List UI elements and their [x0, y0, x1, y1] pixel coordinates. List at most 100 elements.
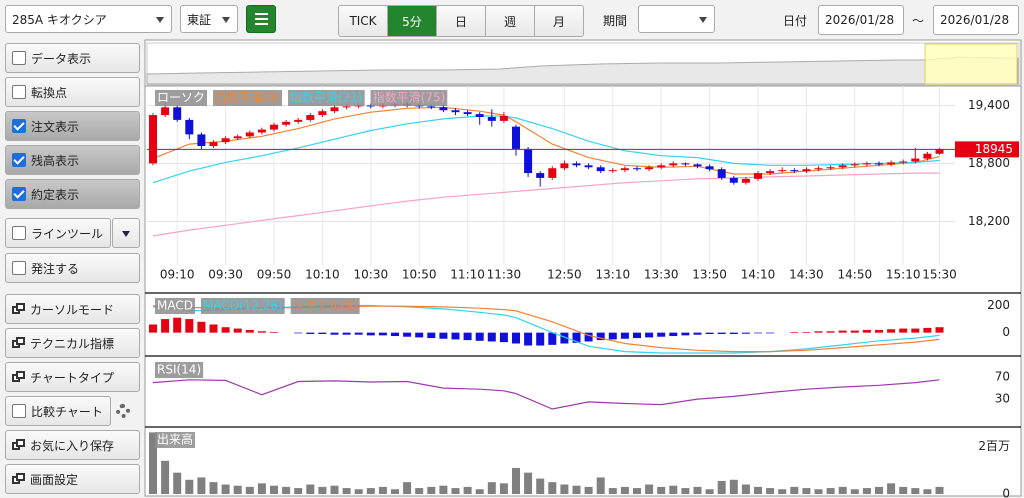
macd-bar	[862, 329, 871, 333]
volume-bar	[512, 467, 520, 494]
candle-body	[850, 164, 859, 166]
checkbox[interactable]	[12, 85, 26, 99]
macd-bar	[681, 332, 690, 336]
candle-body	[512, 126, 520, 149]
last-price-box	[955, 141, 1019, 158]
macd-bar	[391, 332, 399, 337]
volume-bar	[403, 482, 412, 494]
overview-window[interactable]	[924, 43, 1018, 85]
interval-tab[interactable]: 5分	[388, 6, 437, 36]
volume-bar	[366, 488, 375, 494]
sidebar-button[interactable]: 約定表示	[5, 179, 140, 209]
macd-bar	[415, 332, 424, 338]
x-tick-label: 13:10	[596, 268, 631, 282]
candle-body	[499, 116, 508, 121]
candle-body	[862, 163, 871, 165]
volume-bar	[439, 485, 448, 494]
y-tick-label: 2百万	[978, 439, 1010, 453]
checkbox[interactable]	[12, 226, 26, 240]
volume-bar	[814, 489, 823, 494]
sidebar-label: チャートタイプ	[30, 370, 114, 385]
interval-tab[interactable]: 日	[437, 6, 486, 36]
sidebar-label: 画面設定	[30, 472, 79, 487]
volume-bar	[499, 483, 508, 494]
x-tick-label: 14:30	[789, 268, 824, 282]
legend-label: RSI(14)	[157, 363, 201, 377]
sidebar-label: 注文表示	[31, 119, 80, 134]
volume-bar	[766, 488, 775, 494]
candle-body	[778, 170, 787, 172]
interval-tab[interactable]: TICK	[339, 6, 388, 36]
candle-body	[693, 164, 702, 167]
volume-bar	[548, 482, 557, 494]
volume-bar	[342, 488, 351, 494]
date-to[interactable]: 2026/01/28	[933, 5, 1019, 35]
sidebar-label: お気に入り保存	[30, 438, 115, 453]
checkbox[interactable]	[12, 119, 26, 133]
legend-label: 出来高	[157, 432, 193, 447]
list-button[interactable]	[246, 5, 276, 33]
sidebar-button[interactable]: テクニカル指標	[5, 328, 140, 358]
legend-item: 出来高	[155, 432, 196, 448]
date-from[interactable]: 2026/01/28	[818, 5, 904, 35]
macd-bar	[221, 327, 230, 333]
line-tool-dropdown[interactable]	[112, 218, 140, 248]
sidebar-button[interactable]: カーソルモード	[5, 294, 140, 324]
legend-background	[213, 90, 283, 106]
sidebar-button[interactable]: ラインツール	[5, 218, 111, 248]
candle-body	[766, 171, 775, 174]
window-icon	[12, 473, 25, 485]
interval-tab[interactable]: 週	[486, 6, 535, 36]
volume-bar	[378, 486, 387, 494]
date-separator: ～	[912, 14, 925, 28]
interval-tab[interactable]: 月	[535, 6, 583, 36]
sidebar-button[interactable]: 発注する	[5, 253, 140, 283]
sidebar-button[interactable]: 注文表示	[5, 111, 140, 141]
legend-label: 指数平滑(75)	[373, 90, 446, 105]
macd-bar	[911, 328, 920, 333]
checkbox[interactable]	[12, 187, 26, 201]
y-tick-label: 200	[987, 298, 1010, 312]
period-select[interactable]	[638, 5, 715, 33]
y-tick-label: 70	[995, 370, 1010, 384]
sidebar-button[interactable]: チャートタイプ	[5, 362, 140, 392]
sidebar-button[interactable]: 転換点	[5, 77, 140, 107]
macd-bar	[633, 332, 641, 339]
volume-bar	[173, 472, 182, 494]
legend-background	[155, 90, 208, 106]
sidebar-button[interactable]: お気に入り保存	[5, 430, 140, 460]
sidebar-button[interactable]: 画面設定	[5, 464, 140, 494]
candle-body	[935, 149, 944, 154]
settings-gear[interactable]	[116, 404, 130, 418]
macd-bar	[875, 329, 883, 333]
macd-bar	[475, 332, 484, 341]
volume-bar	[475, 489, 484, 494]
macd-bar	[209, 324, 218, 333]
candle-body	[669, 163, 678, 166]
legend-background	[290, 298, 360, 314]
macd-bar	[887, 329, 896, 333]
market-text: 東証	[187, 12, 212, 27]
candle-body	[608, 170, 617, 172]
macd-bar	[790, 331, 799, 333]
volume-bar	[608, 488, 617, 494]
checkbox[interactable]	[12, 261, 26, 275]
window-icon	[12, 337, 25, 349]
candle-body	[427, 106, 436, 108]
sidebar-button[interactable]: 比較チャート	[5, 396, 111, 426]
symbol-select[interactable]: 285A キオクシア	[5, 5, 172, 33]
x-tick-label: 14:50	[838, 268, 873, 282]
sidebar-button[interactable]: 残高表示	[5, 145, 140, 175]
market-select[interactable]: 東証	[180, 5, 238, 33]
volume-bar	[657, 486, 666, 494]
sidebar-button[interactable]: データ表示	[5, 43, 140, 73]
macd-bar	[693, 332, 702, 335]
checkbox[interactable]	[12, 51, 26, 65]
checkbox[interactable]	[12, 153, 26, 167]
candle-body	[318, 111, 327, 116]
checkbox[interactable]	[12, 404, 26, 418]
volume-bar	[717, 480, 726, 494]
candle-body	[161, 107, 170, 116]
